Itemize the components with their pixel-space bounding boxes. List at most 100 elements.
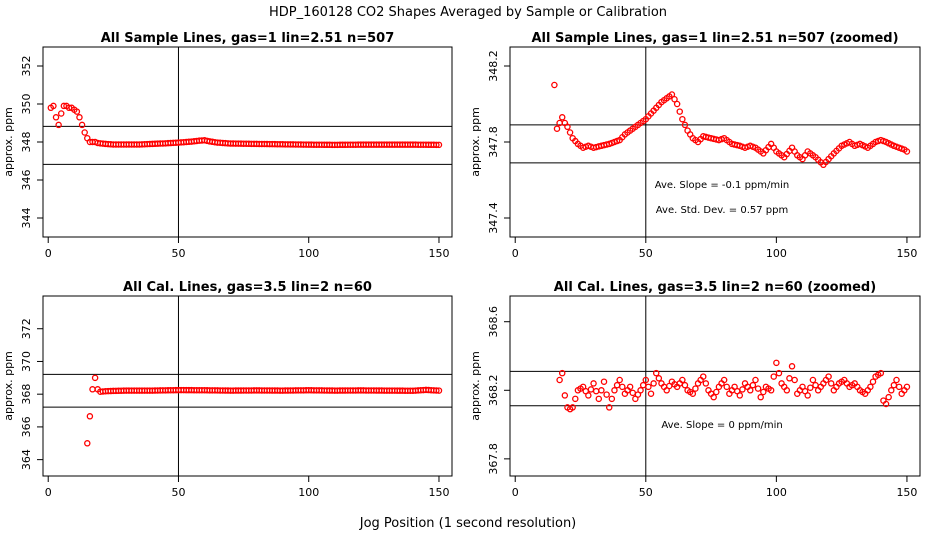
panel-2-x-tick-label: 100 (766, 247, 787, 260)
panel-4-data-point (723, 383, 731, 391)
panel-4-data-point (770, 373, 778, 380)
panel-1-data-point (76, 114, 83, 121)
panel-4-data-point (626, 383, 634, 391)
panel-4-data-point (786, 375, 793, 382)
panel-4-data-point (888, 387, 895, 394)
panel-4-data-point (655, 375, 663, 382)
panel-2-y-tick-label: 348.2 (487, 50, 500, 82)
panel-4-data-point (736, 392, 744, 399)
panel-1-y-tick-label: 344 (20, 208, 33, 229)
panel-2-y-tick-label: 347.4 (487, 202, 500, 234)
panel-4-data-point (637, 387, 644, 394)
panel-1-x-tick-label: 0 (45, 247, 52, 260)
panel-1-data-point (73, 108, 81, 115)
panel-3-data-point (84, 440, 91, 447)
panel-4-data-point (600, 378, 608, 385)
panel-4-plot-frame (509, 295, 921, 477)
panel-1-y-tick-label: 346 (20, 170, 33, 191)
panel-2-x-tick-label: 50 (639, 247, 653, 260)
panel-4-data-point (569, 404, 576, 411)
panel-4-data-point (739, 386, 746, 393)
panel-4-data-point (809, 376, 817, 384)
panel-2-data-point (558, 114, 566, 121)
panel-4-data-point (885, 393, 892, 401)
panel-4-data-point (749, 381, 757, 389)
panel-3-x-tick-label: 50 (171, 486, 185, 499)
panel-2-data-point (566, 129, 574, 136)
panel-2-data-point (553, 125, 561, 132)
panel-1-data-point (433, 141, 440, 149)
panel-4-data-point (867, 383, 874, 391)
panel-4-data-point (890, 381, 898, 389)
panel-4-data-point (679, 376, 686, 384)
panel-4-data-point (702, 380, 710, 387)
panel-4-data-point (791, 376, 798, 384)
panel-3-y-tick-label: 366 (20, 416, 33, 437)
panel-1-y-tick-label: 352 (20, 56, 33, 77)
panel-4-data-point (788, 363, 796, 370)
panel-3-data-point (89, 386, 96, 393)
panel-1-y-tick-label: 350 (20, 94, 33, 115)
panel-4-data-point (561, 392, 569, 399)
panel-4-data-point (812, 381, 819, 389)
panel-2-data-point (679, 115, 686, 123)
panel-4-data-point (773, 359, 780, 367)
panel-1-data-point (78, 121, 86, 129)
panel-4-data-point (767, 387, 775, 394)
panel-4-data-point (747, 387, 754, 394)
panel-4-data-point (869, 378, 877, 385)
panel-3-data-point (86, 413, 94, 420)
panel-1-data-point (50, 102, 57, 110)
panel-4-data-point (720, 376, 728, 384)
panel-4-data-point (629, 389, 636, 397)
panel-2-data-point (903, 148, 911, 155)
panel-4-data-point (619, 383, 626, 391)
panel-4-y-tick-label: 368.6 (487, 306, 500, 338)
panel-4-title: All Cal. Lines, gas=3.5 lin=2 n=60 (zoom… (554, 280, 876, 295)
figure-title: HDP_160128 CO2 Shapes Averaged by Sample… (268, 5, 668, 20)
panel-2-data-point (676, 108, 683, 115)
panel-4-data-point (877, 369, 885, 377)
panel-4-data-point (639, 381, 647, 389)
panel-4-data-point (754, 385, 762, 392)
panel-4-data-point (647, 390, 655, 397)
panel-4-data-point (825, 373, 832, 380)
panel-1-x-tick-label: 150 (428, 247, 449, 260)
panel-4-data-point (650, 380, 657, 387)
figure-x-label: Jog Position (1 second resolution) (359, 516, 577, 531)
panel-4-data-point (613, 381, 621, 389)
panel-2-data-point (564, 123, 571, 131)
panel-4-data-point (752, 376, 759, 384)
panel-3-plot-frame (42, 295, 453, 477)
panel-2-data-point (668, 91, 676, 98)
panel-4-data-point (692, 385, 699, 392)
panel-3-y-tick-label: 364 (20, 449, 33, 470)
panel-4-data-point (590, 380, 597, 387)
panel-3-x-tick-label: 0 (45, 486, 52, 499)
panel-4-y-tick-label: 368.2 (487, 375, 500, 407)
panel-2-annotation: Ave. Std. Dev. = 0.57 ppm (656, 205, 788, 216)
panel-4-data-point (689, 390, 697, 397)
panel-1-x-tick-label: 50 (171, 247, 185, 260)
panel-4-data-point (775, 369, 783, 377)
panel-3-title: All Cal. Lines, gas=3.5 lin=2 n=60 (123, 280, 372, 295)
panel-2-annotation: Ave. Slope = -0.1 ppm/min (655, 180, 790, 191)
panel-4-data-point (783, 387, 791, 394)
panel-2-x-tick-label: 0 (512, 247, 519, 260)
panel-3-data-point (91, 374, 99, 382)
panel-4-data-point (558, 369, 566, 377)
panel-4-data-point (556, 376, 563, 384)
panel-4-data-point (572, 395, 579, 403)
panel-1-data-point (435, 141, 443, 149)
panel-2-title: All Sample Lines, gas=1 lin=2.51 n=507 (… (531, 31, 898, 46)
panel-4-data-point (605, 404, 613, 411)
panel-3-y-axis-label: approx. ppm (2, 351, 15, 421)
panel-1-data-point (55, 121, 62, 129)
panel-4-data-point (645, 383, 652, 391)
panel-4-data-point (710, 393, 717, 401)
panel-2-data-point (681, 121, 689, 129)
panel-4-data-point (611, 387, 618, 394)
panel-4-data-point (804, 392, 811, 399)
panel-4-data-point (807, 384, 814, 391)
